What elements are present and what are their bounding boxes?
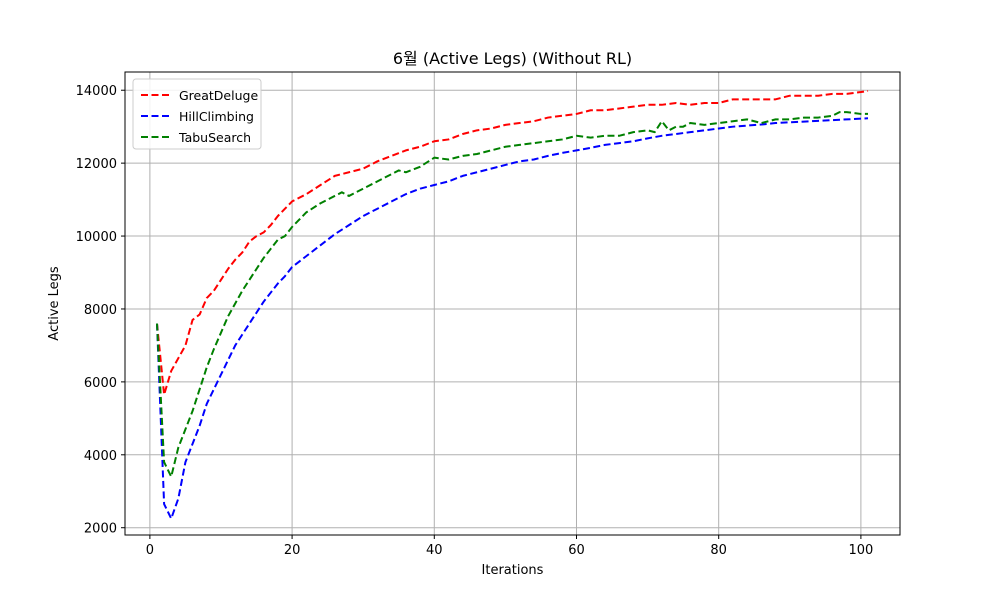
legend-label-hillclimbing: HillClimbing xyxy=(179,109,254,124)
chart-title: 6월 (Active Legs) (Without RL) xyxy=(393,49,632,68)
series-line-hillclimbing xyxy=(156,117,869,520)
legend-label-greatdeluge: GreatDeluge xyxy=(179,88,258,103)
y-tick-label: 10000 xyxy=(76,230,117,245)
x-tick-label: 20 xyxy=(284,543,301,558)
series-layer xyxy=(156,89,869,520)
y-tick-label: 6000 xyxy=(84,376,117,391)
y-tick-label: 14000 xyxy=(76,84,117,99)
series-line-greatdeluge xyxy=(156,89,869,396)
tick-layer: 0 20 40 60 80 100 2000 4000 6000 8000 10000 12000 14… xyxy=(76,84,874,558)
x-tick-label: 100 xyxy=(848,543,873,558)
x-tick-label: 60 xyxy=(568,543,585,558)
x-tick-label: 80 xyxy=(710,543,727,558)
y-tick-label: 12000 xyxy=(76,157,117,172)
x-tick-label: 0 xyxy=(146,543,154,558)
y-tick-label: 4000 xyxy=(84,449,117,464)
y-tick-label: 8000 xyxy=(84,303,117,318)
legend: GreatDeluge HillClimbing TabuSearch xyxy=(132,78,262,150)
y-axis-label: Active Legs xyxy=(47,266,62,341)
plot-area-frame xyxy=(124,71,901,536)
legend-box xyxy=(132,78,262,150)
x-tick-label: 40 xyxy=(426,543,443,558)
grid xyxy=(125,72,900,535)
legend-label-tabusearch: TabuSearch xyxy=(178,130,251,145)
series-line-tabusearch xyxy=(156,111,868,478)
y-tick-label: 2000 xyxy=(84,522,117,537)
x-axis-label: Iterations xyxy=(482,563,544,578)
